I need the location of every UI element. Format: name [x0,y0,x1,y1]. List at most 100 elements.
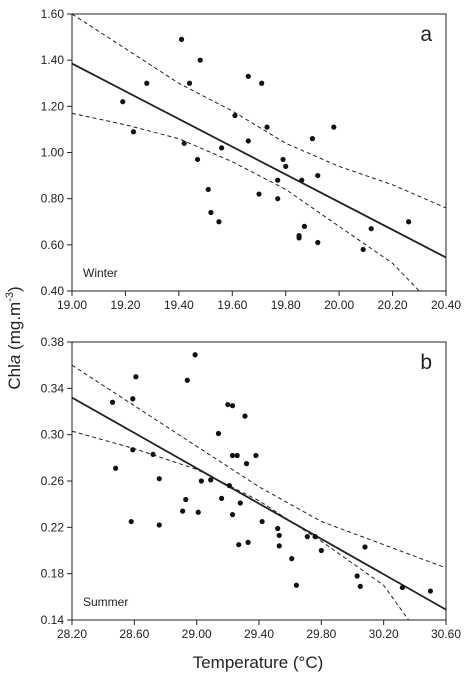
x-tick-label: 19.00 [57,298,87,312]
data-point [181,140,187,146]
data-point [296,235,302,241]
data-point [368,226,374,232]
data-point [259,518,265,525]
data-point [183,496,189,503]
data-point [120,99,126,105]
data-point [192,352,198,358]
data-point [427,588,434,594]
data-point [315,239,321,246]
data-point [186,80,193,86]
data-point [275,177,281,183]
data-point [229,403,236,409]
y-tick-label: 1.00 [41,146,65,160]
x-tick-label: 19.20 [110,298,140,312]
x-tick-label: 30.20 [369,627,399,641]
y-tick-label: 0.26 [41,474,65,488]
x-tick-label: 29.00 [182,627,212,641]
data-point [198,478,204,484]
data-point [275,196,281,202]
data-point [289,556,295,562]
y-tick-label: 1.40 [41,53,65,67]
y-tick-label: 1.60 [41,7,65,21]
y-tick-label: 0.18 [41,567,65,581]
y-tick-label: 0.80 [41,192,65,206]
data-point [130,396,136,402]
y-axis-label-unit: (mg.m [5,302,24,355]
data-point [280,156,286,163]
data-point [225,401,231,408]
data-point [399,584,405,591]
data-point [245,138,251,144]
data-point [178,36,185,42]
panel-b-summer: 28.20 28.60 29.00 29.40 29.80 30.20 30.60 0.14 0… [41,335,462,641]
y-tick-label: 1.20 [41,99,65,113]
data-point [208,477,214,483]
data-point [130,447,136,453]
data-point [219,495,225,501]
data-point [234,452,240,459]
panel-b-plot-area [72,352,446,620]
data-point [243,461,250,467]
x-tick-label: 19.40 [164,298,194,312]
y-axis-label-prefix: Chl [5,364,24,390]
data-point [197,57,203,63]
data-point [309,136,316,142]
data-point [226,483,232,489]
season-label: Winter [83,266,118,280]
data-point [229,511,236,518]
data-point [184,377,190,383]
data-point [312,534,318,540]
confidence-band-lower [72,430,410,620]
x-tick-label: 20.00 [324,298,354,312]
confidence-band-upper [72,14,446,209]
data-point [283,163,289,169]
data-point [362,544,368,550]
data-point [128,518,134,525]
x-tick-label: 29.80 [306,627,336,641]
data-point [264,124,270,130]
data-point [245,539,251,545]
y-axis-label-close: ) [5,286,24,292]
data-point [315,172,321,179]
data-point [276,532,282,539]
data-point [276,543,282,549]
panel-letter: b [420,351,432,374]
y-axis-label: Chla (mg.m-3) [4,286,24,389]
y-axis-label-exponent: -3 [4,292,16,302]
data-point [216,219,222,225]
y-tick-label: 0.22 [41,520,65,534]
panel-a-frame [71,13,447,292]
y-tick-label: 0.34 [41,381,65,395]
data-point [156,522,162,528]
data-point [156,476,162,482]
data-point [242,413,248,419]
y-tick-label: 0.40 [41,284,65,298]
data-point [150,451,156,457]
y-tick-label: 0.38 [41,335,65,349]
data-point [236,542,242,548]
data-point [357,583,363,590]
confidence-band-upper [72,364,446,569]
panel-letter: a [420,23,432,46]
confidence-band-lower [72,112,420,291]
x-tick-label: 19.60 [217,298,247,312]
data-point [194,156,201,163]
data-point [109,399,116,405]
data-point [304,534,310,540]
data-point [144,80,150,86]
data-point [253,452,259,459]
x-axis-label: Temperature (°C) [193,653,324,672]
x-tick-label: 28.60 [119,627,149,641]
data-point [133,374,139,380]
data-point [232,112,238,119]
data-point [275,525,281,532]
x-tick-label: 28.20 [57,627,87,641]
data-point [331,124,337,130]
y-axis-label-italic: a [5,355,24,364]
data-point [354,573,360,579]
data-point [406,219,412,225]
data-point [229,452,236,459]
panel-a-plot-area [72,14,446,291]
data-point [360,246,366,253]
